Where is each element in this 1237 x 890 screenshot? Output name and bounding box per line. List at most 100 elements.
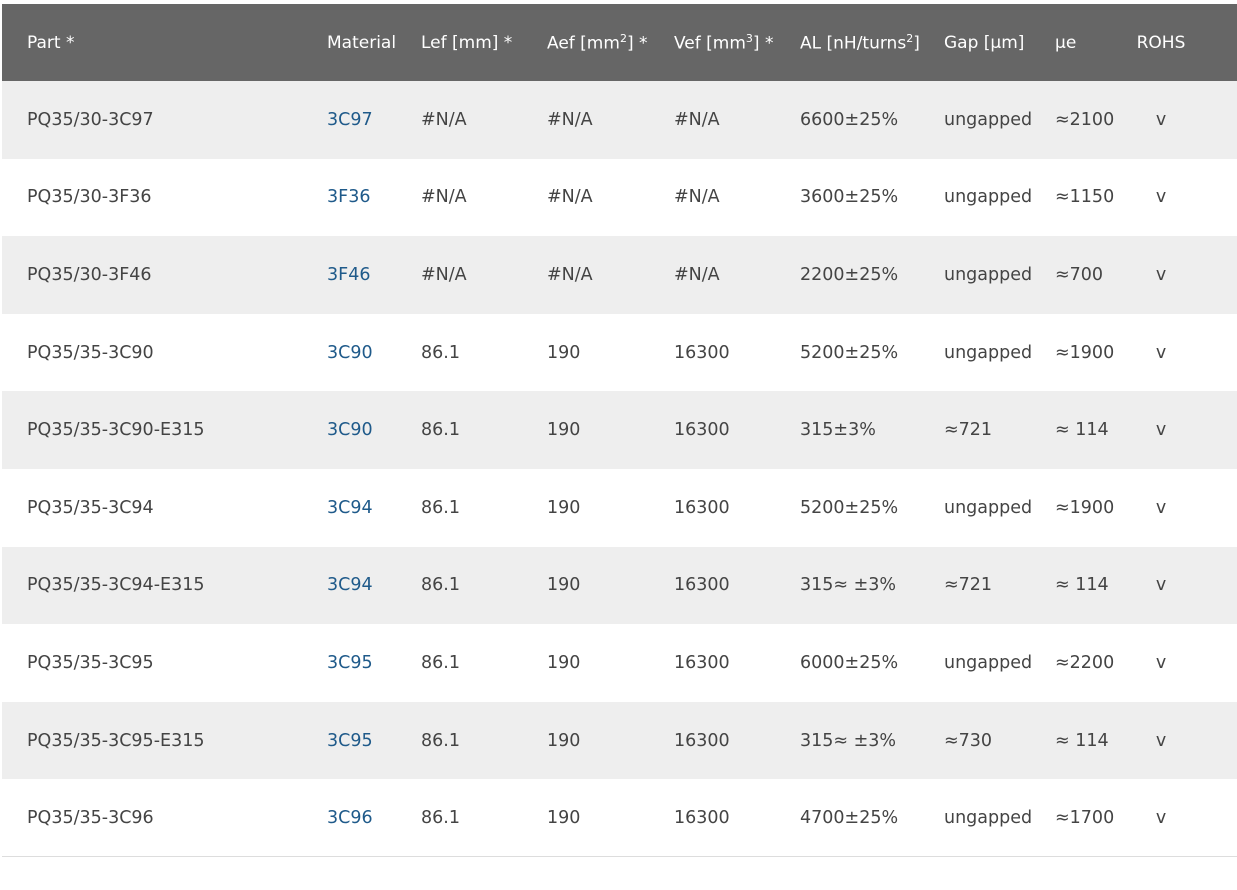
cell-gap: ≈721 [944, 420, 993, 441]
cell-gap: ungapped [944, 342, 1033, 363]
cell-extra [1211, 391, 1237, 469]
cell-extra [1211, 314, 1237, 392]
table-row: PQ35/35-3C90-E315 3C90 86.1 190 16300 315±3% ≈… [2, 391, 1237, 469]
cell-extra [1211, 702, 1237, 780]
table-header: Part * Material Lef [mm] * Aef [mm2] * V… [2, 4, 1237, 81]
cell-lef: 86.1 [421, 497, 460, 518]
cell-vef: #N/A [674, 109, 720, 130]
cell-al: 6000±25% [800, 652, 899, 673]
cell-part: PQ35/35-3C90 [27, 342, 154, 363]
material-link[interactable]: 3F36 [327, 187, 371, 208]
table-row: PQ35/35-3C95 3C95 86.1 190 16300 6000±25% unga… [2, 624, 1237, 702]
header-extra[interactable]: I [1211, 4, 1237, 81]
header-material[interactable]: Material [327, 32, 397, 53]
cell-al: 315≈ ±3% [800, 730, 897, 751]
cell-aef: 190 [547, 420, 581, 441]
cell-gap: ungapped [944, 109, 1033, 130]
cell-aef: 190 [547, 497, 581, 518]
material-link[interactable]: 3C94 [327, 497, 373, 518]
header-vef[interactable]: Vef [mm3] * [649, 4, 775, 81]
cell-al: 2200±25% [800, 264, 899, 285]
material-link[interactable]: 3C95 [327, 730, 373, 751]
cell-gap: ≈730 [944, 730, 993, 751]
cell-gap: ungapped [944, 807, 1033, 828]
cell-vef: #N/A [674, 264, 720, 285]
cell-vef: 16300 [674, 575, 730, 596]
cell-material: 3C97 [302, 81, 396, 159]
cell-mu: ≈700 [1055, 264, 1104, 285]
cell-rohs: v [1155, 264, 1167, 285]
cell-gap: ≈721 [944, 575, 993, 596]
cell-extra [1211, 236, 1237, 314]
header-aef-suffix: ] * [626, 33, 648, 54]
cell-gap: ungapped [944, 652, 1033, 673]
cell-al: 4700±25% [800, 807, 899, 828]
cell-lef: #N/A [421, 187, 467, 208]
cell-rohs: v [1155, 109, 1167, 130]
cell-lef: 86.1 [421, 575, 460, 596]
cell-lef: 86.1 [421, 420, 460, 441]
cell-material: 3F36 [302, 159, 396, 237]
table-row: PQ35/30-3F46 3F46 #N/A #N/A #N/A 2200±25% unga… [2, 236, 1237, 314]
cell-rohs: v [1155, 652, 1167, 673]
cell-vef: 16300 [674, 420, 730, 441]
material-link[interactable]: 3C90 [327, 342, 373, 363]
table-row: PQ35/35-3C95-E315 3C95 86.1 190 16300 315≈ ±3… [2, 701, 1237, 780]
header-aef[interactable]: Aef [mm2] * [522, 4, 649, 81]
cell-mu: ≈1900 [1055, 342, 1115, 363]
header-mu[interactable]: µe [1055, 32, 1077, 53]
cell-gap: ungapped [944, 497, 1033, 518]
cell-rohs: v [1155, 807, 1167, 828]
cell-extra [1211, 81, 1237, 159]
parts-table: Part * Material Lef [mm] * Aef [mm2] * V… [2, 4, 1237, 857]
cell-vef: 16300 [674, 730, 730, 751]
cell-al: 315≈ ±3% [800, 575, 897, 596]
cell-lef: 86.1 [421, 342, 460, 363]
cell-material: 3C94 [302, 547, 396, 625]
cell-rohs: v [1155, 187, 1167, 208]
cell-rohs: v [1155, 730, 1167, 751]
cell-lef: #N/A [421, 264, 467, 285]
cell-mu: ≈2200 [1055, 652, 1115, 673]
header-rohs[interactable]: ROHS [1136, 32, 1186, 53]
cell-extra [1211, 469, 1237, 547]
material-link[interactable]: 3C97 [327, 109, 373, 130]
material-link[interactable]: 3C90 [327, 420, 373, 441]
header-vef-sup: 3 [745, 31, 753, 45]
material-link[interactable]: 3F46 [327, 264, 371, 285]
material-link[interactable]: 3C94 [327, 575, 373, 596]
cell-lef: 86.1 [421, 807, 460, 828]
cell-al: 315±3% [800, 420, 876, 441]
cell-vef: 16300 [674, 342, 730, 363]
cell-material: 3F46 [302, 236, 396, 314]
cell-rohs: v [1155, 497, 1167, 518]
table-row: PQ35/35-3C96 3C96 86.1 190 16300 4700±25% unga… [2, 779, 1237, 857]
cell-al: 5200±25% [800, 497, 899, 518]
cell-mu: ≈ 114 [1055, 730, 1109, 751]
cell-extra [1211, 779, 1237, 857]
cell-part: PQ35/30-3F36 [27, 187, 152, 208]
table-body: PQ35/30-3C97 3C97 #N/A #N/A #N/A 6600±25% unga… [2, 81, 1237, 857]
cell-al: 6600±25% [800, 109, 899, 130]
cell-vef: 16300 [674, 497, 730, 518]
header-part[interactable]: Part * [27, 32, 75, 53]
header-lef[interactable]: Lef [mm] * [421, 32, 513, 53]
cell-part: PQ35/35-3C95-E315 [27, 730, 205, 751]
cell-aef: #N/A [547, 109, 593, 130]
cell-gap: ungapped [944, 264, 1033, 285]
material-link[interactable]: 3C95 [327, 652, 373, 673]
cell-vef: #N/A [674, 187, 720, 208]
header-gap[interactable]: Gap [µm] [944, 32, 1025, 53]
header-al[interactable]: AL [nH/turns2] [775, 4, 920, 81]
cell-mu: ≈1900 [1055, 497, 1115, 518]
cell-material: 3C95 [302, 702, 396, 780]
cell-aef: #N/A [547, 187, 593, 208]
cell-vef: 16300 [674, 807, 730, 828]
cell-lef: #N/A [421, 109, 467, 130]
parts-table-container: Part * Material Lef [mm] * Aef [mm2] * V… [2, 4, 1237, 857]
cell-aef: 190 [547, 730, 581, 751]
material-link[interactable]: 3C96 [327, 807, 373, 828]
cell-mu: ≈1700 [1055, 807, 1115, 828]
cell-material: 3C94 [302, 469, 396, 547]
cell-aef: 190 [547, 652, 581, 673]
